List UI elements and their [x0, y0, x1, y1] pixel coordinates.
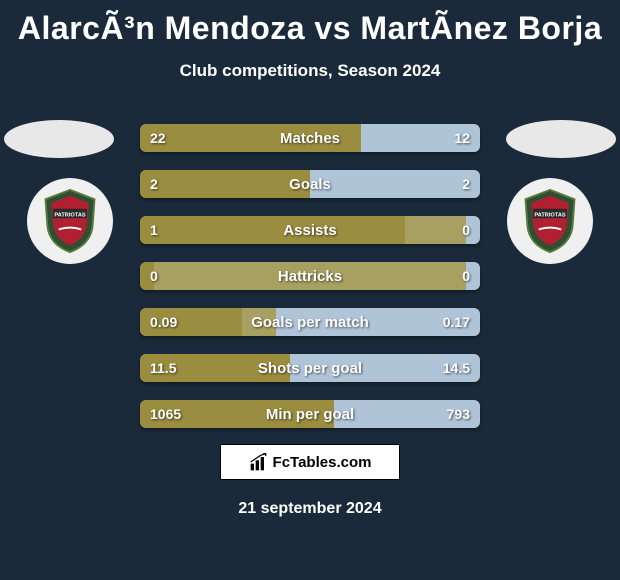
stat-label: Goals per match: [140, 308, 480, 336]
stat-label: Hattricks: [140, 262, 480, 290]
stat-value-right: 0: [462, 262, 470, 290]
stat-value-left: 0.09: [150, 308, 177, 336]
stat-value-right: 12: [454, 124, 470, 152]
stat-value-left: 22: [150, 124, 166, 152]
stat-row: Min per goal1065 793: [140, 400, 480, 428]
stat-value-left: 1: [150, 216, 158, 244]
brand-badge[interactable]: FcTables.com: [220, 444, 400, 480]
stat-label: Assists: [140, 216, 480, 244]
stat-row: Goals per match0.09 0.17: [140, 308, 480, 336]
stat-row: Shots per goal11.5 14.5: [140, 354, 480, 382]
stat-value-left: 0: [150, 262, 158, 290]
stat-label: Goals: [140, 170, 480, 198]
shield-icon: PATRIOTAS: [41, 188, 99, 254]
badge-label: PATRIOTAS: [54, 212, 86, 218]
stat-value-right: 0.17: [443, 308, 470, 336]
stat-value-right: 2: [462, 170, 470, 198]
stat-row: Hattricks0 0: [140, 262, 480, 290]
stat-value-left: 2: [150, 170, 158, 198]
stat-row: Assists1 0: [140, 216, 480, 244]
team-badge-left: PATRIOTAS: [27, 178, 113, 264]
chart-icon: [249, 452, 269, 472]
stat-row: Matches22 12: [140, 124, 480, 152]
stat-value-right: 14.5: [443, 354, 470, 382]
stat-value-left: 11.5: [150, 354, 176, 382]
stat-label: Shots per goal: [140, 354, 480, 382]
brand-text: FcTables.com: [273, 454, 372, 471]
shield-icon: PATRIOTAS: [521, 188, 579, 254]
date-text: 21 september 2024: [0, 500, 620, 518]
stat-label: Matches: [140, 124, 480, 152]
stat-value-left: 1065: [150, 400, 181, 428]
player-avatar-left: [4, 120, 114, 158]
player-avatar-right: [506, 120, 616, 158]
stat-value-right: 0: [462, 216, 470, 244]
stat-label: Min per goal: [140, 400, 480, 428]
stat-row: Goals2 2: [140, 170, 480, 198]
stats-list: Matches2212Goals22Assists10Hattricks00Go…: [140, 124, 480, 446]
stat-value-right: 793: [447, 400, 470, 428]
badge-label: PATRIOTAS: [534, 212, 566, 218]
subtitle: Club competitions, Season 2024: [0, 61, 620, 81]
page-title: AlarcÃ³n Mendoza vs MartÃ­nez Borja: [0, 0, 620, 47]
team-badge-right: PATRIOTAS: [507, 178, 593, 264]
